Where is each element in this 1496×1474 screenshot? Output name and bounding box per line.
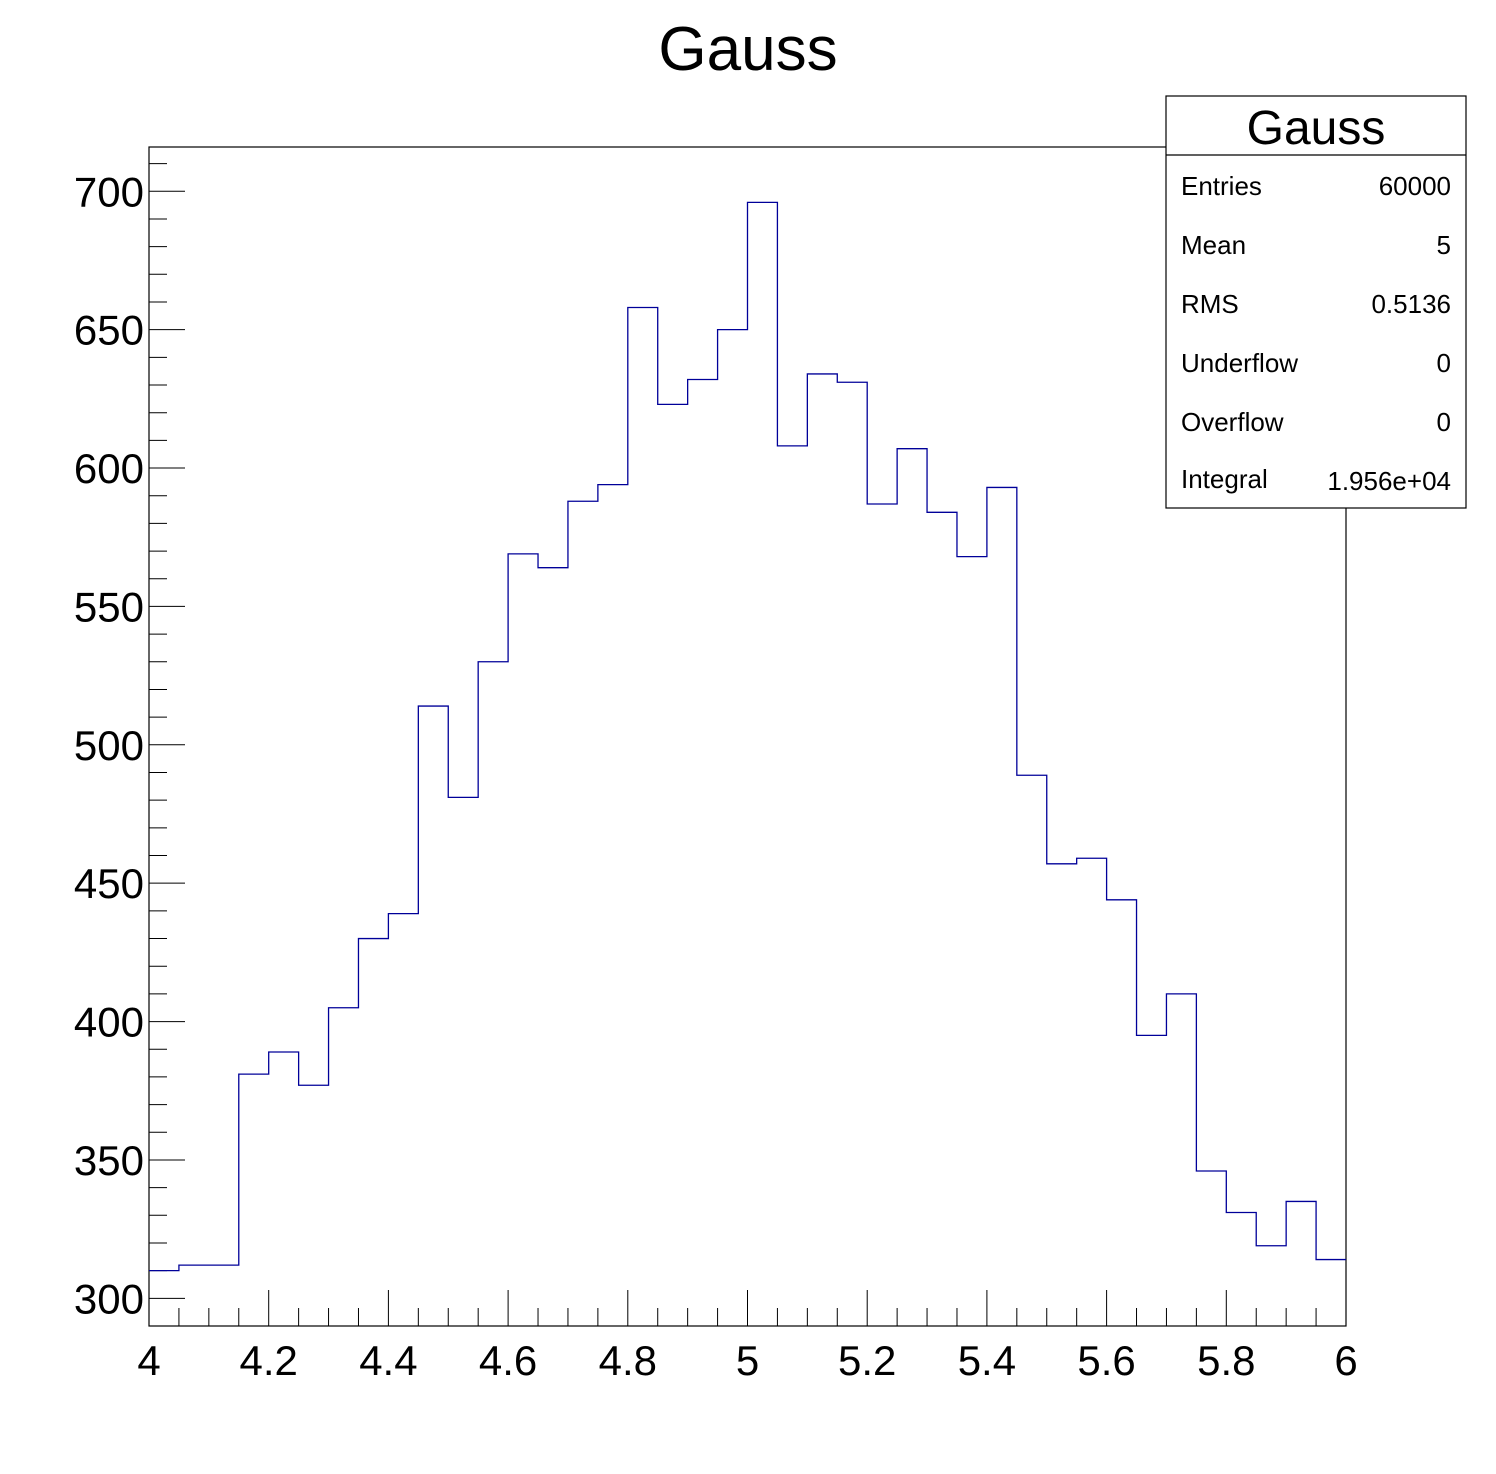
y-tick-label: 550 — [74, 583, 144, 630]
histogram-bin — [269, 1052, 299, 1326]
stats-value-mean: 5 — [1437, 230, 1451, 260]
x-tick-label: 4 — [137, 1337, 160, 1384]
histogram-bin — [748, 202, 778, 1326]
x-tick-label: 5.4 — [958, 1337, 1016, 1384]
histogram-bin — [508, 554, 538, 1326]
histogram-bin — [867, 504, 897, 1326]
x-tick-label: 4.8 — [599, 1337, 657, 1384]
histogram-bin — [358, 939, 388, 1326]
y-tick-label: 600 — [74, 445, 144, 492]
y-tick-label: 500 — [74, 722, 144, 769]
x-tick-label: 6 — [1334, 1337, 1357, 1384]
chart-title: Gauss — [658, 15, 837, 84]
histogram-bin — [388, 914, 418, 1326]
y-tick-label: 350 — [74, 1137, 144, 1184]
y-tick-label: 400 — [74, 999, 144, 1046]
histogram-bin — [568, 501, 598, 1326]
histogram-bin — [179, 1265, 209, 1326]
y-tick-label: 700 — [74, 168, 144, 215]
histogram-bin — [1137, 1035, 1167, 1326]
stats-label-rms: RMS — [1181, 289, 1239, 319]
stats-value-integral: 1.956e+04 — [1327, 466, 1451, 496]
histogram-bin — [628, 308, 658, 1326]
histogram-bin — [149, 1271, 179, 1326]
histogram-bin — [897, 449, 927, 1326]
histogram-bin — [927, 512, 957, 1326]
histogram-bin — [987, 487, 1017, 1326]
histogram-bin — [1226, 1213, 1256, 1326]
histogram-bin — [1286, 1201, 1316, 1326]
histogram-bin — [209, 1265, 239, 1326]
x-tick-label: 5.2 — [838, 1337, 896, 1384]
histogram-bin — [448, 797, 478, 1326]
histogram-bin — [299, 1085, 329, 1326]
stats-value-entries: 60000 — [1379, 171, 1451, 201]
x-tick-label: 4.2 — [240, 1337, 298, 1384]
histogram-bin — [1166, 994, 1196, 1326]
x-tick-label: 4.4 — [359, 1337, 417, 1384]
histogram-bin — [598, 485, 628, 1326]
y-axis: 300 350 400 450 500 550 600 650 700 — [74, 163, 185, 1327]
stats-label-overflow: Overflow — [1181, 407, 1284, 437]
histogram-bin — [807, 374, 837, 1326]
histogram-bin — [1047, 864, 1077, 1326]
histogram-bin — [957, 557, 987, 1326]
histogram-bin — [1196, 1171, 1226, 1326]
x-axis: 4 4.2 4.4 4.6 4.8 5 5.2 5.4 5.6 5.8 6 — [137, 1290, 1358, 1384]
stats-box-title: Gauss — [1247, 102, 1386, 155]
y-tick-label: 650 — [74, 307, 144, 354]
y-tick-label: 300 — [74, 1275, 144, 1322]
histogram-bin — [777, 446, 807, 1326]
x-tick-label: 5 — [736, 1337, 759, 1384]
histogram-bin — [1017, 775, 1047, 1326]
histogram-bin — [658, 404, 688, 1326]
stats-value-overflow: 0 — [1437, 407, 1451, 437]
histogram-bin — [1077, 858, 1107, 1326]
stats-label-integral: Integral — [1181, 464, 1268, 494]
x-tick-label: 5.6 — [1077, 1337, 1135, 1384]
stats-value-rms: 0.5136 — [1371, 289, 1451, 319]
stats-label-entries: Entries — [1181, 171, 1262, 201]
stats-box-frame — [1165, 95, 1467, 509]
stats-label-mean: Mean — [1181, 230, 1246, 260]
histogram-bin — [239, 1074, 269, 1326]
histogram-bin — [538, 568, 568, 1326]
histogram-bin — [837, 382, 867, 1326]
histogram-bin — [688, 379, 718, 1326]
histogram-outline — [149, 201, 1346, 1272]
histogram-bin — [718, 330, 748, 1326]
y-tick-label: 450 — [74, 860, 144, 907]
histogram-bin — [478, 662, 508, 1326]
histogram-bin — [329, 1008, 359, 1326]
stats-value-underflow: 0 — [1437, 348, 1451, 378]
histogram-bin — [1316, 1260, 1346, 1326]
histogram-bin — [1107, 900, 1137, 1326]
histogram-bins — [149, 201, 1346, 1326]
histogram-bin — [1256, 1246, 1286, 1326]
stats-label-underflow: Underflow — [1181, 348, 1298, 378]
stats-box: Gauss Entries 60000 Mean 5 RMS 0.5136 Un… — [1165, 95, 1467, 509]
x-tick-label: 4.6 — [479, 1337, 537, 1384]
histogram-bin — [418, 706, 448, 1326]
x-tick-label: 5.8 — [1197, 1337, 1255, 1384]
